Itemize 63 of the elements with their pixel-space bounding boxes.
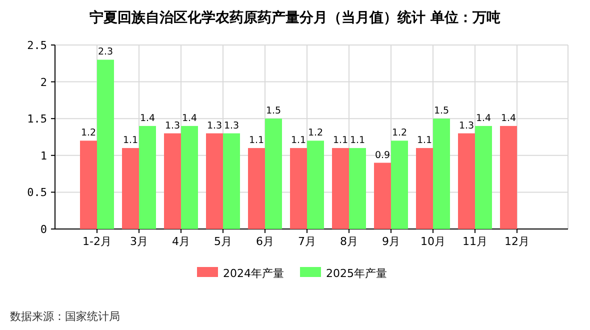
- bar: [433, 118, 450, 229]
- bar: [307, 140, 324, 229]
- y-tick-label: 2.5: [27, 39, 47, 52]
- bar: [122, 148, 139, 229]
- data-label: 1.2: [308, 128, 324, 139]
- data-label: 1.1: [122, 135, 138, 146]
- bar: [139, 126, 156, 229]
- y-tick-label: 2: [40, 76, 47, 89]
- data-label: 1.5: [434, 106, 450, 117]
- bar: [475, 126, 492, 229]
- data-label: 1.4: [182, 112, 198, 124]
- bar: [332, 148, 349, 229]
- x-tick-label: 12月: [504, 235, 530, 248]
- data-label: 1.4: [500, 112, 516, 124]
- chart-title: 宁夏回族自治区化学农药原药产量分月（当月值）统计 单位：万吨: [90, 9, 500, 26]
- x-tick-label: 3月: [130, 235, 148, 248]
- bar: [458, 133, 475, 229]
- data-label: 1.2: [80, 128, 96, 139]
- y-tick-label: 1: [40, 149, 47, 162]
- data-label: 2.3: [98, 46, 114, 58]
- data-label: 1.3: [458, 120, 474, 132]
- bar: [164, 133, 181, 229]
- data-label: 1.1: [416, 135, 432, 146]
- bar: [416, 148, 433, 229]
- data-label: 1.3: [206, 120, 222, 132]
- x-tick-label: 5月: [214, 235, 232, 248]
- legend-label: 2024年产量: [223, 267, 284, 280]
- source-note: 数据来源：国家统计局: [10, 310, 120, 323]
- bar: [391, 140, 408, 229]
- x-tick-label: 7月: [298, 235, 316, 248]
- bar: [181, 126, 198, 229]
- bar: [374, 162, 391, 229]
- data-label: 1.4: [476, 112, 492, 124]
- bar: [223, 133, 240, 229]
- y-tick-label: 0: [40, 223, 47, 236]
- bar: [206, 133, 223, 229]
- data-label: 1.5: [266, 106, 282, 117]
- data-label: 1.4: [140, 112, 156, 124]
- x-tick-label: 8月: [340, 235, 358, 248]
- y-tick-label: 1.5: [27, 112, 47, 126]
- bar: [349, 148, 366, 229]
- data-label: 1.3: [164, 120, 180, 132]
- data-label: 1.1: [332, 135, 348, 146]
- y-tick-label: 0.5: [27, 186, 47, 200]
- data-label: 1.1: [350, 135, 366, 146]
- bar: [500, 126, 517, 229]
- x-tick-label: 1-2月: [82, 235, 112, 248]
- bar: [80, 140, 97, 229]
- data-label: 1.2: [392, 128, 408, 139]
- data-label: 0.9: [374, 150, 390, 161]
- x-tick-label: 11月: [462, 235, 488, 248]
- x-tick-label: 6月: [256, 235, 274, 248]
- bar: [290, 148, 307, 229]
- data-label: 1.1: [248, 135, 264, 146]
- x-tick-label: 4月: [172, 235, 190, 248]
- bar: [265, 118, 282, 229]
- data-label: 1.3: [224, 120, 240, 132]
- x-tick-label: 9月: [382, 235, 400, 248]
- legend-label: 2025年产量: [326, 267, 387, 280]
- bar: [97, 60, 114, 229]
- x-tick-label: 10月: [420, 235, 446, 248]
- data-label: 1.1: [290, 135, 306, 146]
- bar: [248, 148, 265, 229]
